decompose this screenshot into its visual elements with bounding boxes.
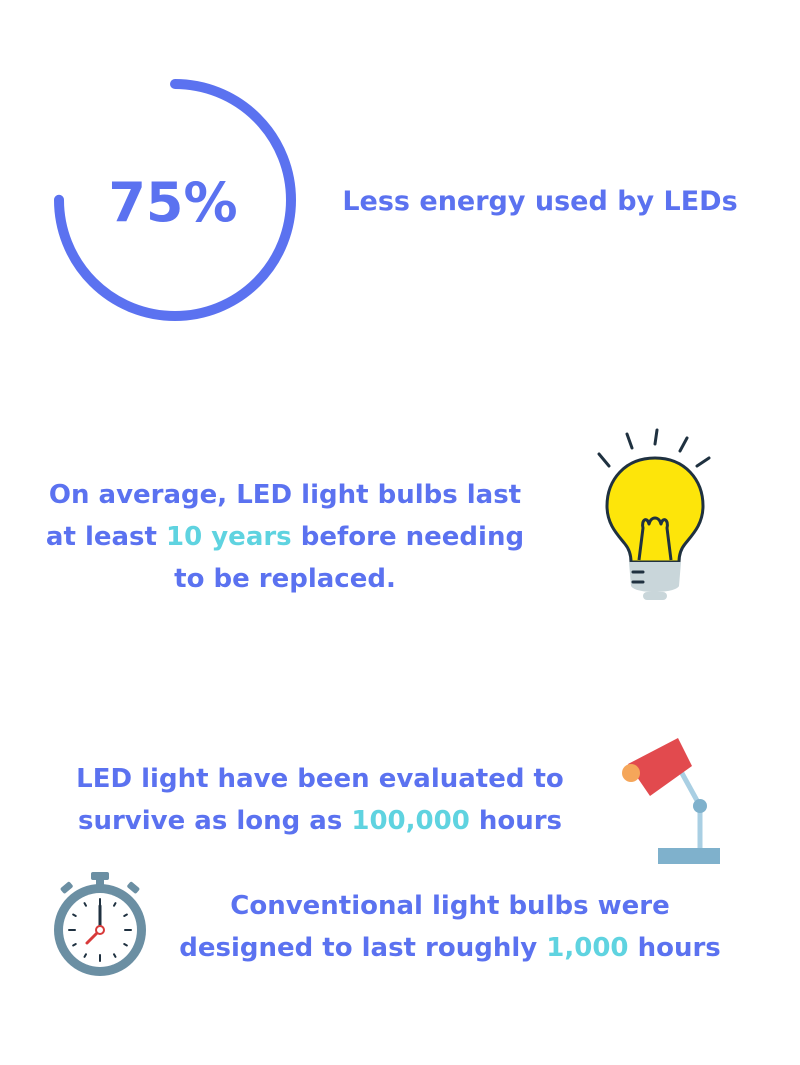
energy-ring-stat: 75% bbox=[45, 70, 305, 330]
bulb-text-after: before needing to be replaced. bbox=[174, 522, 525, 594]
watch-tick bbox=[113, 953, 117, 958]
conventional-hours-text: Conventional light bulbs were designed t… bbox=[160, 885, 740, 969]
ring-percent-value: 75% bbox=[108, 170, 238, 234]
conv-text-after: hours bbox=[628, 933, 721, 963]
bulb-lifespan-text: On average, LED light bulbs last at leas… bbox=[30, 474, 540, 600]
bulb-text-before: On average, LED light bulbs last at leas… bbox=[45, 480, 522, 552]
progress-ring-arc bbox=[54, 79, 296, 321]
watch-tick bbox=[83, 953, 87, 958]
watch-tick bbox=[113, 902, 117, 907]
desk-lamp-icon bbox=[608, 730, 728, 870]
ring-percent-wrap: 75% bbox=[45, 70, 305, 330]
watch-tick bbox=[83, 902, 87, 907]
watch-tick bbox=[72, 943, 77, 947]
led-text-after: hours bbox=[469, 806, 563, 836]
watch-tick bbox=[72, 913, 77, 917]
light-bulb-icon bbox=[585, 420, 725, 605]
led-text-before: LED light have been evaluated to survive… bbox=[76, 764, 564, 836]
stopwatch-icon bbox=[45, 868, 155, 983]
conv-text-before: Conventional light bulbs were designed t… bbox=[179, 891, 670, 963]
led-hours-text: LED light have been evaluated to survive… bbox=[40, 758, 600, 842]
led-text-highlight: 100,000 bbox=[351, 806, 470, 836]
bulb-text-highlight: 10 years bbox=[166, 522, 292, 552]
watch-tick bbox=[123, 913, 128, 917]
conv-text-highlight: 1,000 bbox=[546, 933, 629, 963]
watch-tick bbox=[123, 943, 128, 947]
progress-ring bbox=[54, 79, 296, 321]
energy-caption: Less energy used by LEDs bbox=[342, 186, 738, 217]
